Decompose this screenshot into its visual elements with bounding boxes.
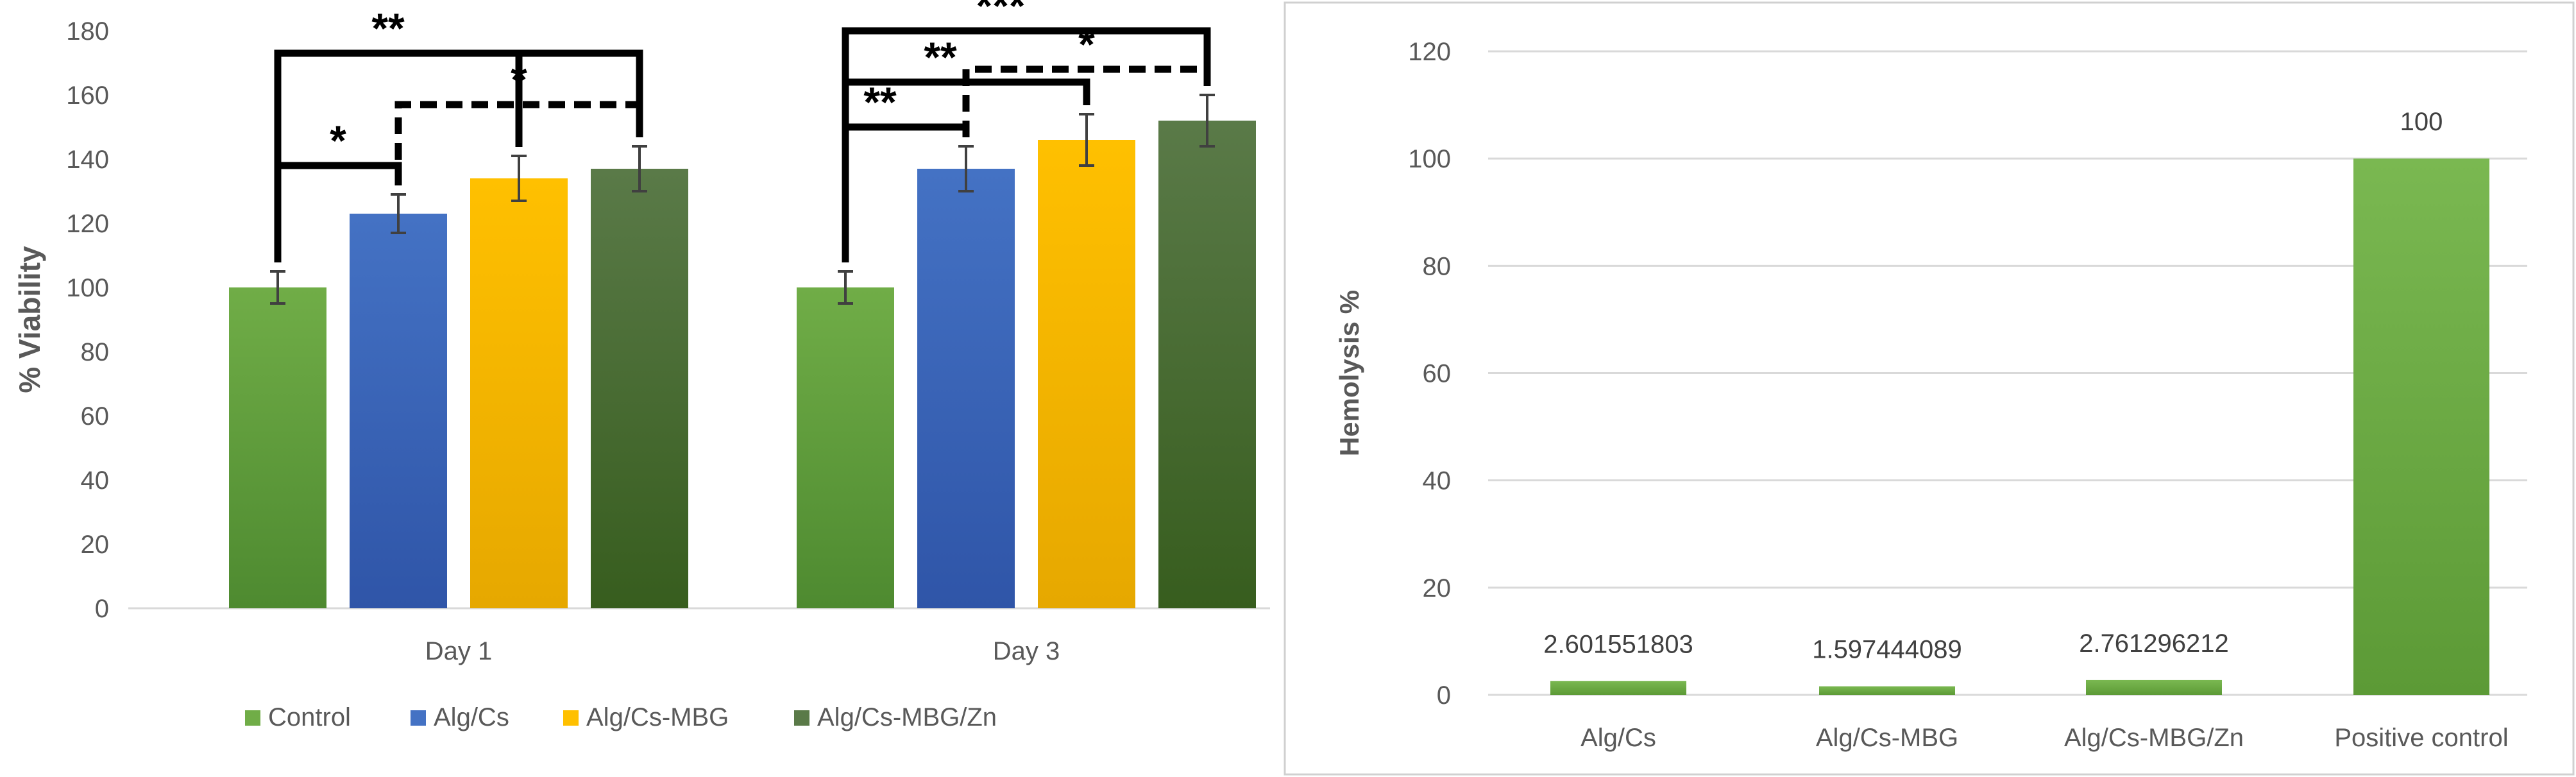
significance-label: *** — [976, 0, 1025, 30]
viability-chart: 0 20 40 60 80 100 120 140 160 180 % Viability Day 1… — [13, 0, 1270, 731]
x-tick-label: Alg/Cs-MBG — [1816, 724, 1958, 752]
x-tick-label: Day 1 — [425, 637, 493, 665]
y-tick-label: 20 — [81, 531, 110, 559]
y-axis-label: % Viability — [13, 246, 46, 393]
y-tick-label: 0 — [95, 595, 109, 623]
x-tick-label: Positive control — [2334, 724, 2508, 752]
y-tick-label: 60 — [1423, 360, 1452, 388]
bar-control — [797, 287, 894, 608]
y-tick-label: 180 — [66, 17, 109, 46]
significance-label: ** — [371, 4, 405, 52]
bar-alg-cs-mbg — [1038, 140, 1135, 608]
legend-label: Alg/Cs-MBG/Zn — [817, 703, 997, 731]
bar-alg-cs-mbg-zn — [1158, 121, 1256, 608]
x-tick-label: Alg/Cs-MBG/Zn — [2064, 724, 2244, 752]
y-tick-label: 80 — [81, 338, 110, 366]
y-tick-label: 120 — [66, 210, 109, 238]
y-tick-label: 60 — [81, 402, 110, 431]
significance-bracket — [274, 49, 643, 262]
y-tick-label: 0 — [1437, 681, 1451, 710]
y-tick-label: 40 — [81, 466, 110, 495]
y-tick-label: 120 — [1408, 38, 1451, 66]
legend-label: Control — [268, 703, 351, 731]
bar-alg-cs — [350, 214, 447, 608]
y-tick-label: 160 — [66, 81, 109, 110]
data-label: 1.597444089 — [1812, 636, 1962, 664]
y-tick-label: 20 — [1423, 574, 1452, 602]
bar — [1550, 681, 1686, 695]
hemolysis-chart: 0 20 40 60 80 100 120 Hemolysis % 2.601551803 Alg… — [1334, 38, 2527, 752]
x-tick-label: Day 3 — [993, 637, 1060, 665]
significance-bracket — [842, 27, 1211, 262]
legend-swatch — [563, 710, 579, 726]
legend-swatch — [794, 710, 809, 726]
y-tick-label: 40 — [1423, 467, 1452, 495]
x-tick-label: Alg/Cs — [1580, 724, 1656, 752]
y-tick-label: 100 — [66, 274, 109, 302]
bar-control — [229, 287, 326, 608]
legend-swatch — [411, 710, 426, 726]
bar — [2353, 158, 2489, 695]
bar-alg-cs — [917, 169, 1015, 608]
y-tick-label: 100 — [1408, 145, 1451, 173]
y-tick-label: 80 — [1423, 252, 1452, 280]
y-axis-label: Hemolysis % — [1334, 290, 1364, 456]
legend-swatch — [245, 710, 260, 726]
significance-label: ** — [924, 33, 957, 81]
data-label: 2.761296212 — [2079, 629, 2229, 658]
data-label: 100 — [2400, 108, 2443, 136]
data-label: 2.601551803 — [1543, 630, 1693, 658]
bar — [2086, 679, 2222, 695]
y-tick-label: 140 — [66, 146, 109, 174]
legend-label: Alg/Cs — [434, 703, 509, 731]
bar — [1819, 686, 1955, 695]
bar-alg-cs-mbg — [470, 178, 568, 608]
legend-label: Alg/Cs-MBG — [586, 703, 729, 731]
significance-label: * — [330, 117, 346, 164]
significance-label: ** — [863, 78, 897, 126]
bar-alg-cs-mbg-zn — [591, 169, 688, 608]
